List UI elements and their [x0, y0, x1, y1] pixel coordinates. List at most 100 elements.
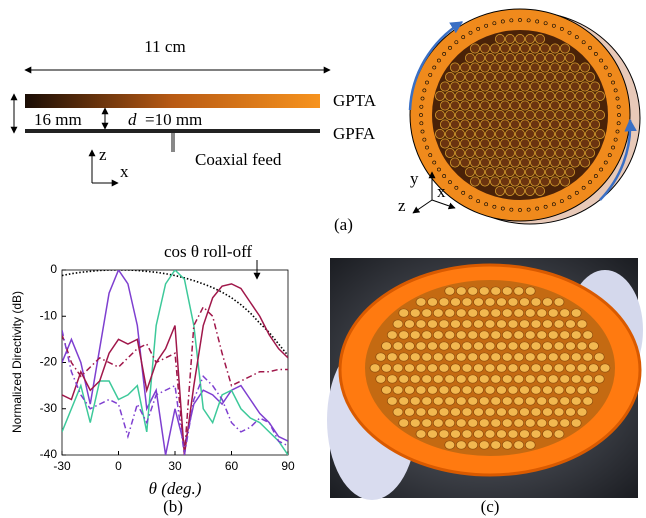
element: [560, 309, 570, 317]
element: [565, 91, 574, 100]
element: [470, 120, 479, 129]
element: [554, 386, 564, 394]
element: [525, 309, 535, 317]
element: [535, 186, 544, 195]
element: [575, 91, 584, 100]
element: [545, 129, 554, 138]
gpfa-plate: [25, 129, 320, 133]
element: [515, 148, 524, 157]
element: [583, 397, 593, 405]
element: [445, 148, 454, 157]
element: [515, 34, 524, 43]
element: [520, 120, 529, 129]
element: [555, 148, 564, 157]
element: [480, 139, 489, 148]
element: [505, 72, 514, 81]
element: [505, 167, 514, 176]
element: [514, 419, 524, 427]
element: [450, 82, 459, 91]
element: [445, 129, 454, 138]
element: [515, 167, 524, 176]
element: [410, 397, 420, 405]
element: [550, 82, 559, 91]
element: [439, 342, 449, 350]
element: [405, 364, 415, 372]
element: [505, 148, 514, 157]
element: [535, 167, 544, 176]
element: [399, 309, 409, 317]
element: [531, 364, 541, 372]
element: [530, 82, 539, 91]
element: [550, 101, 559, 110]
element: [428, 386, 438, 394]
element: [468, 441, 478, 449]
element: [500, 44, 509, 53]
element: [560, 44, 569, 53]
element: [470, 44, 479, 53]
element: [510, 63, 519, 72]
element: [566, 408, 576, 416]
element: [495, 186, 504, 195]
element: [530, 139, 539, 148]
element: [500, 101, 509, 110]
element: [462, 386, 472, 394]
element: [571, 309, 581, 317]
element: [479, 397, 489, 405]
element: [565, 53, 574, 62]
element: [550, 177, 559, 186]
element: [543, 298, 553, 306]
element: [505, 110, 514, 119]
element: [575, 129, 584, 138]
element: [560, 419, 570, 427]
element: [497, 408, 507, 416]
element: [543, 320, 553, 328]
element: [535, 34, 544, 43]
element: [451, 298, 461, 306]
element: [485, 53, 494, 62]
element: [405, 342, 415, 350]
element: [505, 91, 514, 100]
element: [479, 309, 489, 317]
element: [514, 331, 524, 339]
element: [505, 53, 514, 62]
element: [515, 91, 524, 100]
element: [495, 148, 504, 157]
element: [445, 331, 455, 339]
element: [433, 353, 443, 361]
series-line: [62, 270, 288, 455]
element: [465, 110, 474, 119]
element: [495, 129, 504, 138]
element: [548, 331, 558, 339]
element: [510, 120, 519, 129]
element: [439, 364, 449, 372]
annotation: cos θ roll-off: [164, 242, 252, 261]
element: [445, 72, 454, 81]
element: [502, 419, 512, 427]
element: [560, 331, 570, 339]
element: [405, 386, 415, 394]
element: [422, 419, 432, 427]
element: [560, 82, 569, 91]
element: [410, 353, 420, 361]
element: [460, 82, 469, 91]
element: [560, 101, 569, 110]
element: [565, 72, 574, 81]
element: [480, 82, 489, 91]
element: [490, 139, 499, 148]
element: [502, 375, 512, 383]
element: [566, 342, 576, 350]
element: [445, 91, 454, 100]
element: [502, 331, 512, 339]
element: [571, 353, 581, 361]
element: [560, 158, 569, 167]
element: [540, 177, 549, 186]
element: [514, 309, 524, 317]
element: [495, 110, 504, 119]
element: [450, 120, 459, 129]
element: [500, 158, 509, 167]
element: [462, 364, 472, 372]
element: [450, 139, 459, 148]
element: [479, 331, 489, 339]
element: [393, 364, 403, 372]
photo: (c): [327, 258, 643, 516]
